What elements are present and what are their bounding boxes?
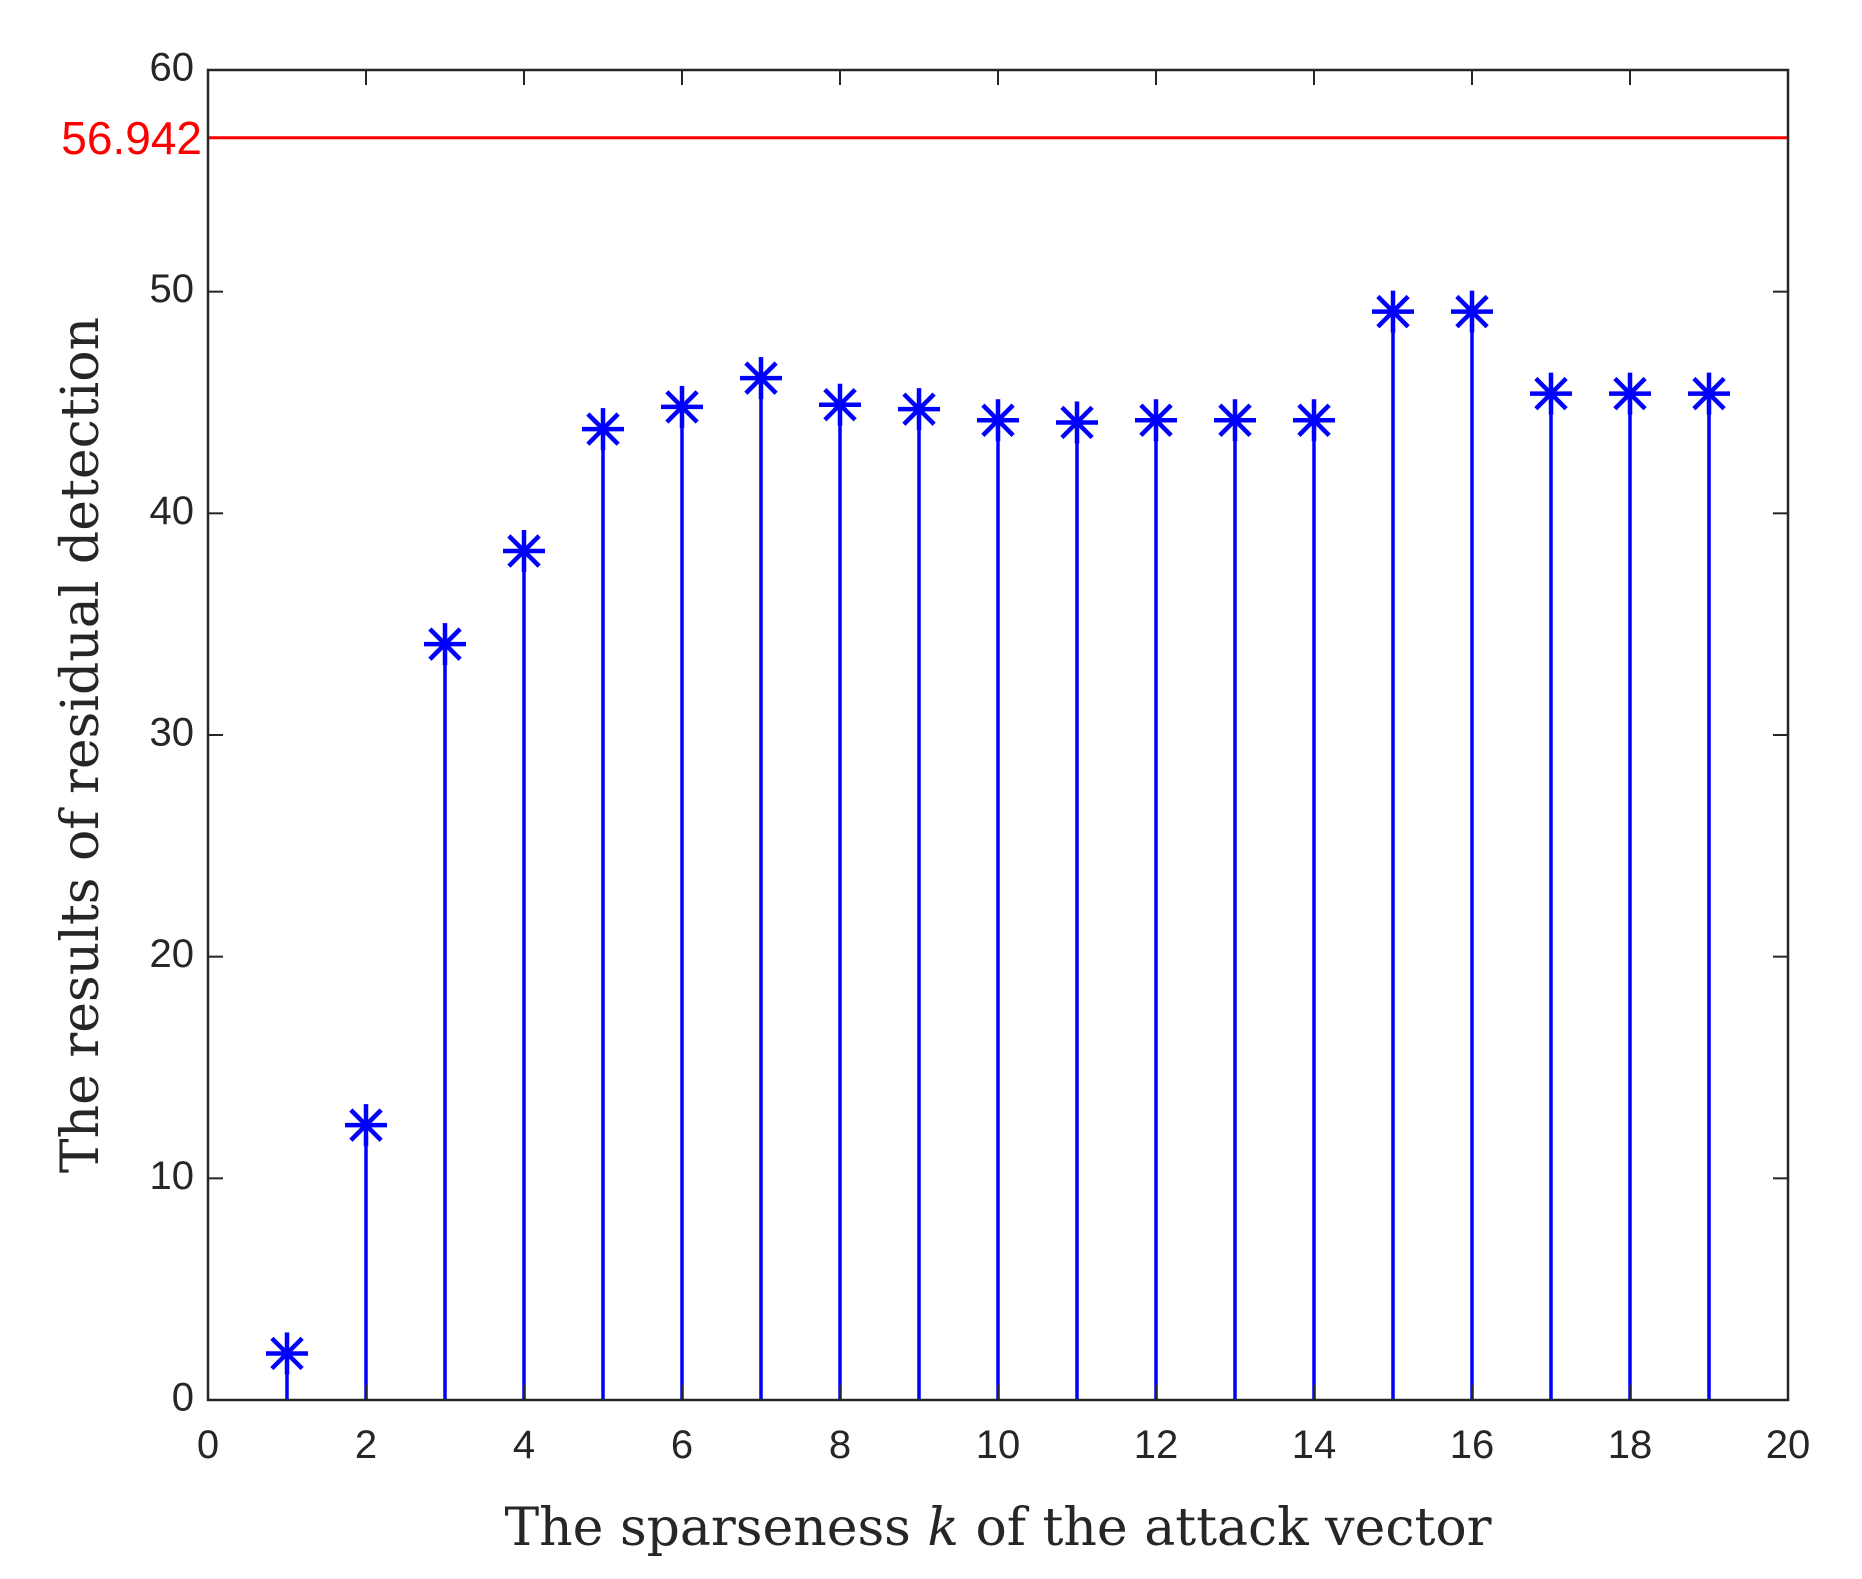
threshold-label: 56.942 [61, 112, 202, 164]
asterisk-marker [1135, 399, 1177, 442]
stem-point [582, 408, 624, 1400]
marker-stroke [586, 412, 620, 446]
stem-point [345, 1104, 387, 1400]
x-tick-label: 10 [976, 1423, 1021, 1467]
asterisk-marker [1451, 290, 1493, 333]
stem-point [424, 623, 466, 1400]
asterisk-marker [266, 1332, 308, 1375]
x-tick-label: 2 [355, 1423, 377, 1467]
x-tick-label: 8 [829, 1423, 851, 1467]
marker-stroke [665, 390, 699, 424]
asterisk-marker [582, 408, 624, 451]
stem-point [1609, 372, 1651, 1400]
y-tick-label: 10 [150, 1154, 195, 1198]
stem-point [1214, 399, 1256, 1400]
x-tick-label: 16 [1450, 1423, 1495, 1467]
asterisk-marker [1293, 399, 1335, 442]
marker-stroke [1218, 403, 1252, 437]
asterisk-marker [819, 383, 861, 426]
asterisk-marker [424, 623, 466, 666]
marker-stroke [1692, 376, 1726, 411]
stem-point [266, 1332, 308, 1400]
stem-point [1293, 399, 1335, 1400]
asterisk-marker [898, 388, 940, 431]
asterisk-marker [345, 1104, 387, 1147]
marker-stroke [823, 388, 857, 422]
x-axis-title: The sparseness k of the attack vector [504, 1498, 1491, 1558]
marker-stroke [1376, 294, 1410, 329]
marker-stroke [1060, 405, 1094, 440]
y-tick-label: 30 [150, 711, 195, 755]
asterisk-marker [1530, 372, 1572, 415]
x-tick-label: 20 [1766, 1423, 1811, 1467]
y-tick-label: 20 [150, 932, 195, 976]
y-tick-label: 60 [150, 46, 195, 90]
asterisk-marker [740, 357, 782, 400]
y-tick-label: 40 [150, 489, 195, 533]
y-axis-title: The results of residual detection [51, 317, 111, 1173]
marker-stroke [1455, 294, 1489, 329]
x-axis-title-part2: of the attack vector [959, 1498, 1492, 1558]
stem-point [503, 530, 545, 1400]
x-axis: 0 2 4 6 8 10 12 14 16 18 20 [197, 70, 1810, 1467]
asterisk-marker [503, 530, 545, 573]
marker-stroke [349, 1108, 383, 1142]
x-axis-title-part1: The sparseness [504, 1498, 927, 1558]
asterisk-marker [1688, 372, 1730, 415]
y-tick-label: 0 [172, 1376, 194, 1420]
asterisk-marker [1609, 372, 1651, 415]
stem-point [1056, 401, 1098, 1400]
marker-stroke [744, 361, 778, 395]
y-tick-label: 50 [150, 267, 195, 311]
stem-point [1135, 399, 1177, 1400]
stem-point [819, 383, 861, 1400]
marker-stroke [1613, 376, 1647, 411]
stem-point [898, 388, 940, 1400]
stem-point [1530, 372, 1572, 1400]
marker-stroke [1139, 403, 1173, 437]
marker-stroke [981, 403, 1015, 437]
x-tick-label: 12 [1134, 1423, 1179, 1467]
x-tick-label: 18 [1608, 1423, 1653, 1467]
stem-point [1372, 290, 1414, 1400]
y-axis: 0 10 20 30 40 50 60 [150, 46, 1788, 1420]
marker-stroke [270, 1336, 304, 1371]
stem-series [266, 290, 1730, 1400]
marker-stroke [902, 392, 936, 426]
marker-stroke [507, 534, 541, 568]
threshold-group: 56.942 [61, 112, 1788, 164]
x-axis-title-variable: k [927, 1498, 959, 1558]
stem-point [1688, 372, 1730, 1400]
x-tick-label: 14 [1292, 1423, 1337, 1467]
asterisk-marker [1372, 290, 1414, 333]
asterisk-marker [1056, 401, 1098, 444]
asterisk-marker [661, 385, 703, 428]
asterisk-marker [1214, 399, 1256, 442]
stem-point [661, 385, 703, 1400]
marker-stroke [428, 627, 462, 661]
x-tick-label: 6 [671, 1423, 693, 1467]
asterisk-marker [977, 399, 1019, 442]
x-tick-label: 0 [197, 1423, 219, 1467]
marker-stroke [1534, 376, 1568, 411]
stem-point [1451, 290, 1493, 1400]
stem-point [977, 399, 1019, 1400]
stem-point [740, 357, 782, 1400]
marker-stroke [1297, 403, 1331, 437]
x-tick-label: 4 [513, 1423, 535, 1467]
